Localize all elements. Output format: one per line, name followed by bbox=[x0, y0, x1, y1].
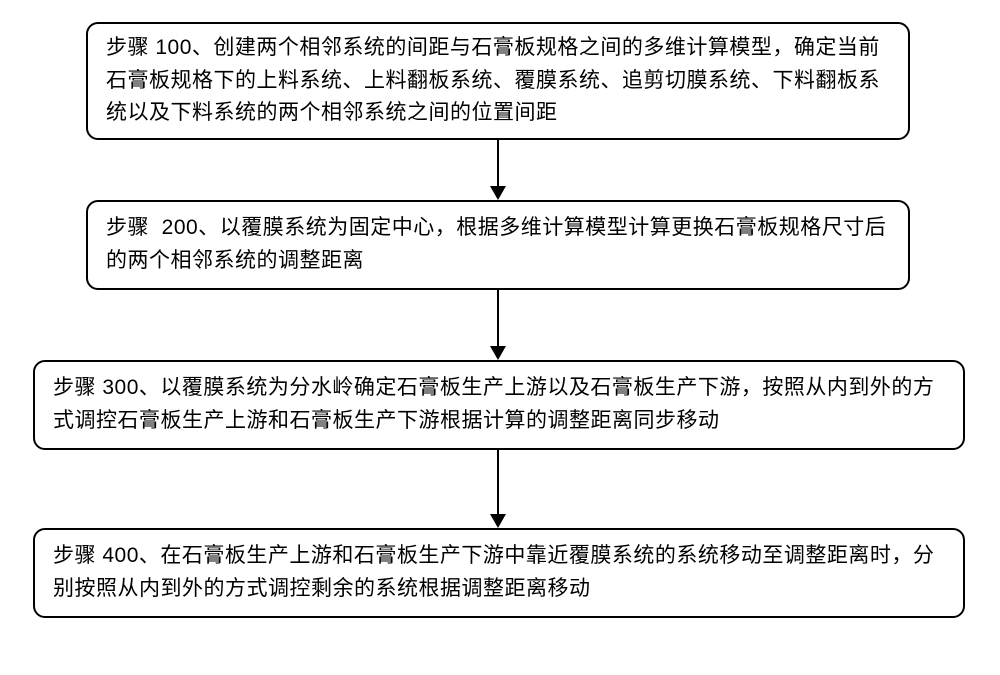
flow-node-text: 步骤 100、创建两个相邻系统的间距与石膏板规格之间的多维计算模型，确定当前石膏… bbox=[106, 32, 890, 130]
flow-arrow-2 bbox=[490, 290, 506, 360]
flow-node-text: 步骤 200、以覆膜系统为固定中心，根据多维计算模型计算更换石膏板规格尺寸后的两… bbox=[106, 212, 890, 277]
flow-node-2: 步骤 200、以覆膜系统为固定中心，根据多维计算模型计算更换石膏板规格尺寸后的两… bbox=[86, 200, 910, 290]
flowchart-canvas: 步骤 100、创建两个相邻系统的间距与石膏板规格之间的多维计算模型，确定当前石膏… bbox=[0, 0, 1000, 675]
flow-arrow-3 bbox=[490, 450, 506, 528]
flow-node-text: 步骤 300、以覆膜系统为分水岭确定石膏板生产上游以及石膏板生产下游，按照从内到… bbox=[53, 372, 945, 437]
flow-node-4: 步骤 400、在石膏板生产上游和石膏板生产下游中靠近覆膜系统的系统移动至调整距离… bbox=[33, 528, 965, 618]
flow-node-1: 步骤 100、创建两个相邻系统的间距与石膏板规格之间的多维计算模型，确定当前石膏… bbox=[86, 22, 910, 140]
flow-node-text: 步骤 400、在石膏板生产上游和石膏板生产下游中靠近覆膜系统的系统移动至调整距离… bbox=[53, 540, 945, 605]
flow-node-3: 步骤 300、以覆膜系统为分水岭确定石膏板生产上游以及石膏板生产下游，按照从内到… bbox=[33, 360, 965, 450]
flow-arrow-1 bbox=[490, 140, 506, 200]
